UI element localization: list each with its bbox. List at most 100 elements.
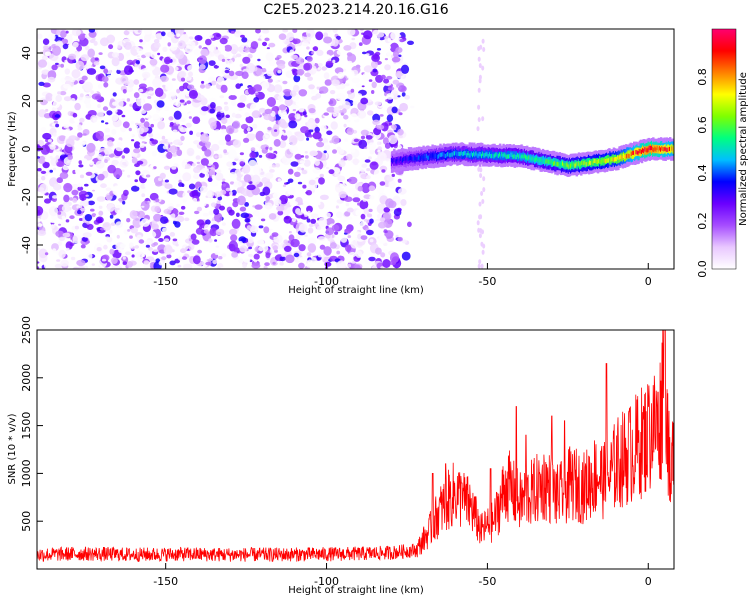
noise-speckle <box>246 184 256 191</box>
noise-speckle <box>207 177 213 182</box>
noise-speckle <box>371 161 378 166</box>
noise-speckle <box>289 144 298 154</box>
noise-speckle <box>41 175 46 181</box>
noise-speckle <box>259 74 266 82</box>
noise-speckle <box>86 68 97 75</box>
noise-speckle <box>244 218 251 223</box>
snr-ylabel: SNR (10 * v/v) <box>7 413 18 484</box>
noise-speckle <box>283 239 289 244</box>
noise-speckle <box>386 75 393 80</box>
noise-speckle <box>329 90 336 95</box>
noise-speckle <box>216 200 221 205</box>
noise-speckle <box>161 135 166 140</box>
noise-speckle <box>351 77 361 84</box>
noise-speckle <box>231 251 239 258</box>
noise-speckle <box>140 126 149 133</box>
noise-speckle <box>315 31 324 41</box>
noise-speckle <box>324 142 329 146</box>
noise-speckle <box>361 85 365 88</box>
noise-speckle <box>328 169 335 175</box>
noise-speckle <box>369 195 375 200</box>
noise-speckle <box>274 129 278 132</box>
noise-speckle <box>83 95 91 105</box>
noise-speckle <box>143 78 147 81</box>
noise-speckle <box>222 145 230 151</box>
noise-speckle <box>178 91 188 101</box>
noise-speckle <box>127 133 133 138</box>
noise-speckle <box>266 97 276 107</box>
noise-speckle <box>133 79 140 85</box>
noise-speckle <box>357 110 367 119</box>
noise-speckle <box>290 104 297 111</box>
noise-speckle <box>135 218 139 221</box>
noise-speckle <box>317 252 324 258</box>
noise-speckle <box>317 201 321 206</box>
noise-speckle <box>294 153 302 160</box>
noise-speckle <box>54 183 59 187</box>
noise-speckle <box>211 80 217 86</box>
noise-speckle <box>183 263 193 269</box>
noise-speckle <box>401 251 411 261</box>
noise-speckle <box>78 164 84 168</box>
colorbar-tick-label: 0.2 <box>696 212 709 230</box>
noise-speckle <box>303 159 311 167</box>
noise-speckle <box>44 198 51 204</box>
noise-speckle <box>113 109 118 113</box>
noise-speckle <box>410 105 415 109</box>
colorbar-gradient <box>711 28 737 270</box>
noise-speckle <box>123 147 130 154</box>
noise-speckle <box>308 179 316 186</box>
noise-speckle <box>476 126 480 132</box>
noise-speckle <box>56 189 65 195</box>
noise-speckle <box>181 256 188 260</box>
noise-speckle <box>365 135 373 140</box>
noise-speckle <box>102 106 109 111</box>
noise-speckle <box>244 47 250 53</box>
y-tick-label: 0 <box>20 146 33 153</box>
noise-speckle <box>251 262 261 269</box>
noise-speckle <box>131 185 140 192</box>
noise-speckle <box>74 102 81 111</box>
noise-speckle <box>262 186 271 196</box>
noise-speckle <box>149 58 158 66</box>
noise-speckle <box>103 244 108 250</box>
noise-speckle <box>239 161 245 167</box>
noise-speckle <box>44 51 52 57</box>
noise-speckle <box>334 231 339 235</box>
noise-speckle <box>391 56 401 63</box>
noise-speckle <box>193 166 201 174</box>
noise-speckle <box>374 101 382 106</box>
noise-speckle <box>49 155 53 159</box>
noise-speckle <box>306 205 313 213</box>
noise-speckle <box>398 85 407 93</box>
noise-speckle <box>122 121 130 129</box>
noise-speckle <box>389 260 397 266</box>
noise-speckle <box>105 236 110 240</box>
noise-speckle <box>329 242 337 249</box>
noise-speckle <box>129 235 133 239</box>
noise-speckle <box>245 116 254 124</box>
noise-speckle <box>478 201 482 207</box>
noise-speckle <box>37 218 41 223</box>
noise-speckle <box>392 93 399 100</box>
noise-speckle <box>285 70 294 79</box>
signal-cell <box>444 153 448 159</box>
noise-speckle <box>224 229 229 233</box>
noise-speckle <box>353 138 360 143</box>
noise-speckle <box>269 165 273 170</box>
noise-speckle <box>379 165 388 172</box>
noise-speckle <box>221 222 226 226</box>
noise-speckle <box>314 126 320 133</box>
noise-speckle <box>214 155 218 159</box>
noise-speckle <box>144 52 153 57</box>
noise-speckle <box>161 256 167 261</box>
noise-speckle <box>172 210 177 214</box>
noise-speckle <box>323 32 328 38</box>
noise-speckle <box>363 124 368 129</box>
noise-speckle <box>73 159 78 162</box>
noise-speckle <box>377 213 382 219</box>
noise-speckle <box>323 72 330 79</box>
noise-speckle <box>482 176 486 182</box>
noise-speckle <box>97 173 105 181</box>
noise-speckle <box>172 129 178 134</box>
